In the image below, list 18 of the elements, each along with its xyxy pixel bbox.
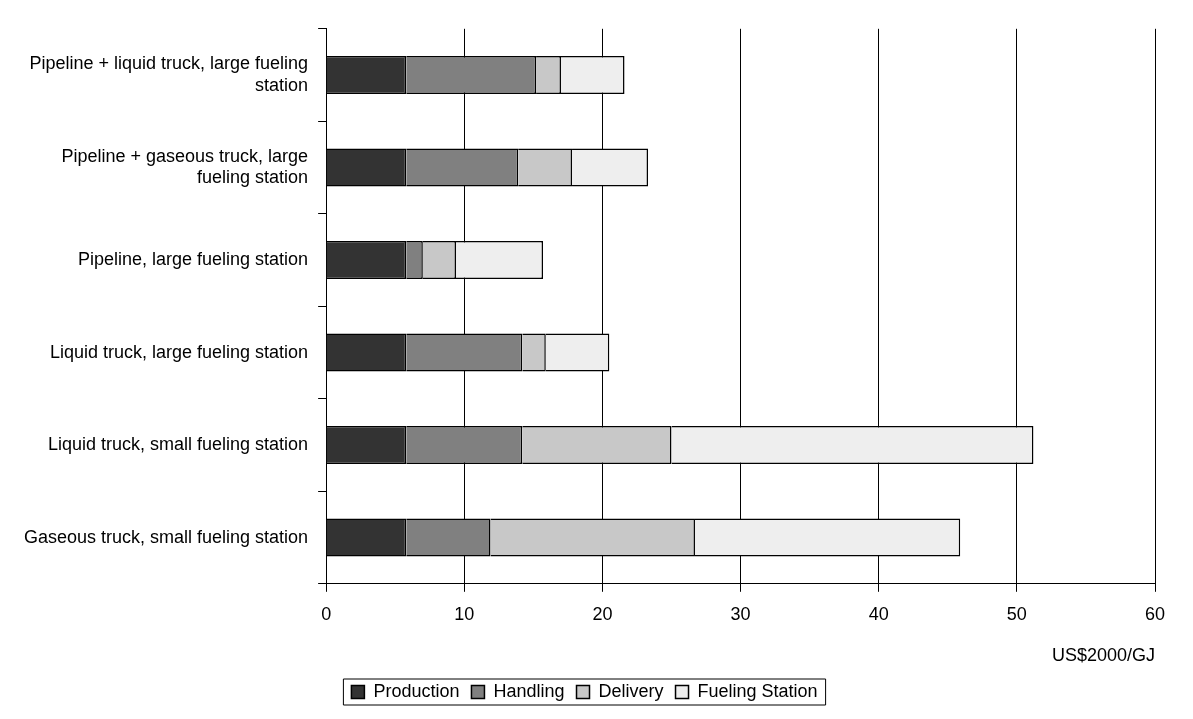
y-tick-label: Liquid truck, large fueling station xyxy=(49,341,309,362)
legend-label: Fueling Station xyxy=(697,680,818,701)
legend-label: Handling xyxy=(493,680,565,701)
x-tick-label: 60 xyxy=(1144,603,1166,624)
x-tick-label: 50 xyxy=(1006,603,1027,624)
x-tick-label: 20 xyxy=(592,603,613,624)
y-tick-label: Pipeline + liquid truck, large fueling station xyxy=(29,53,309,95)
y-tick-label: Pipeline, large fueling station xyxy=(77,249,309,270)
legend-label: Production xyxy=(373,680,460,701)
x-tick-label: 40 xyxy=(868,603,889,624)
x-axis-title: US$2000/GJ xyxy=(1051,645,1155,666)
y-tick-label: Liquid truck, small fueling station xyxy=(47,434,309,455)
legend-label: Delivery xyxy=(598,680,664,701)
x-tick-label: 10 xyxy=(454,603,475,624)
y-tick-label: Gaseous truck, small fueling station xyxy=(23,526,309,547)
y-tick-label: Pipeline + gaseous truck, large fueling station xyxy=(61,145,309,188)
x-tick-label: 0 xyxy=(321,603,332,624)
x-tick-label: 30 xyxy=(730,603,751,624)
